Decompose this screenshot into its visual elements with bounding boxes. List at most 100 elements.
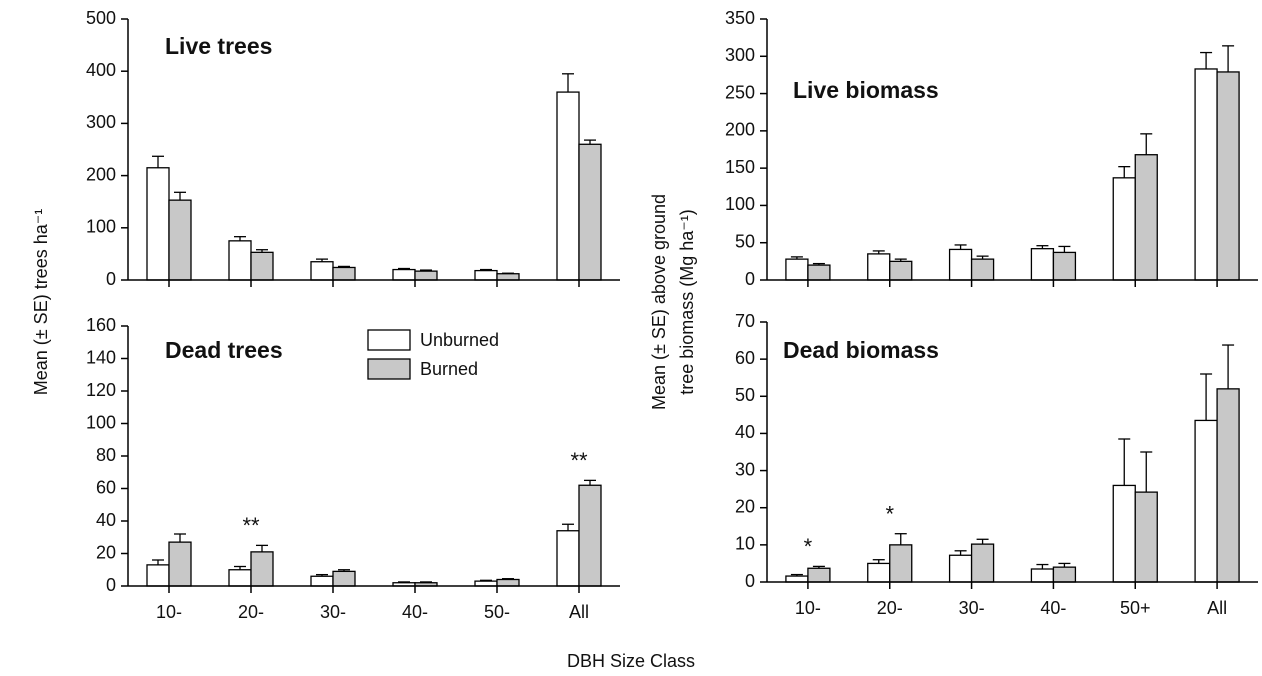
bar bbox=[948, 248, 973, 281]
bar bbox=[970, 258, 995, 281]
y-tick-label: 250 bbox=[725, 82, 755, 102]
bar bbox=[146, 167, 170, 281]
bar bbox=[889, 544, 913, 583]
y-tick-label: 150 bbox=[725, 157, 755, 177]
bar bbox=[496, 578, 520, 587]
y-tick-label: 100 bbox=[725, 194, 755, 214]
bar bbox=[1030, 248, 1055, 281]
panel-title: Live trees bbox=[165, 33, 272, 59]
x-tick-label: 30- bbox=[959, 598, 985, 618]
bar bbox=[556, 530, 580, 587]
bar bbox=[1112, 177, 1136, 281]
y-tick-label: 350 bbox=[725, 8, 755, 28]
bar bbox=[250, 551, 274, 587]
y-tick-label: 0 bbox=[106, 575, 116, 595]
y-tick-label: 40 bbox=[735, 422, 755, 442]
y-tick-label: 400 bbox=[86, 60, 116, 80]
bar bbox=[168, 541, 192, 587]
bar bbox=[168, 199, 192, 281]
bar bbox=[1216, 388, 1240, 583]
y-tick-label: 10 bbox=[735, 534, 755, 554]
bar bbox=[228, 240, 252, 281]
y-tick-label: 200 bbox=[725, 120, 755, 140]
bar bbox=[807, 567, 831, 583]
y-tick-label: 100 bbox=[86, 412, 116, 432]
bar bbox=[556, 91, 580, 281]
y-tick-label: 80 bbox=[96, 445, 116, 465]
x-tick-label: All bbox=[569, 602, 589, 622]
y-tick-label: 70 bbox=[735, 311, 755, 331]
x-tick-label: 30- bbox=[320, 602, 346, 622]
x-tick-label: All bbox=[1207, 598, 1227, 618]
y-tick-label: 300 bbox=[86, 112, 116, 132]
x-tick-label: 40- bbox=[402, 602, 428, 622]
bar bbox=[146, 564, 170, 587]
x-axis-label: DBH Size Class bbox=[567, 651, 695, 671]
x-tick-label: 10- bbox=[156, 602, 182, 622]
x-tick-label: 10- bbox=[795, 598, 821, 618]
bar bbox=[1134, 491, 1158, 583]
panel-title: Live biomass bbox=[793, 77, 939, 103]
bar bbox=[310, 261, 334, 281]
bar bbox=[785, 258, 809, 281]
bar bbox=[867, 253, 891, 281]
legend-label: Unburned bbox=[420, 330, 499, 350]
y-tick-label: 20 bbox=[735, 496, 755, 516]
y-axis-label: Mean (± SE) trees ha⁻¹ bbox=[31, 209, 51, 395]
y-tick-label: 500 bbox=[86, 8, 116, 28]
bar bbox=[889, 260, 913, 281]
annotation: ** bbox=[570, 448, 588, 473]
x-tick-label: 50- bbox=[484, 602, 510, 622]
y-tick-label: 0 bbox=[745, 571, 755, 591]
bar bbox=[1216, 71, 1240, 281]
legend-label: Burned bbox=[420, 359, 478, 379]
y-axis-label: Mean (± SE) above ground bbox=[649, 194, 669, 410]
bar bbox=[414, 270, 438, 281]
bar bbox=[1134, 154, 1158, 281]
legend-swatch bbox=[367, 329, 411, 351]
bar bbox=[1052, 566, 1077, 583]
y-tick-label: 50 bbox=[735, 385, 755, 405]
annotation: ** bbox=[242, 513, 260, 538]
bar bbox=[970, 543, 995, 583]
panel-title: Dead biomass bbox=[783, 337, 939, 363]
bar bbox=[474, 269, 498, 281]
y-tick-label: 0 bbox=[745, 269, 755, 289]
legend-swatch bbox=[367, 358, 411, 380]
y-tick-label: 100 bbox=[86, 217, 116, 237]
bar bbox=[867, 562, 891, 583]
y-tick-label: 60 bbox=[735, 348, 755, 368]
annotation: * bbox=[804, 534, 813, 559]
bar bbox=[332, 266, 356, 281]
y-tick-label: 30 bbox=[735, 459, 755, 479]
bar bbox=[1112, 484, 1136, 583]
bar bbox=[228, 569, 252, 587]
y-tick-label: 40 bbox=[96, 510, 116, 530]
bar bbox=[392, 268, 416, 281]
bar bbox=[1194, 68, 1218, 281]
bar bbox=[496, 273, 520, 281]
x-tick-label: 20- bbox=[877, 598, 903, 618]
y-tick-label: 160 bbox=[86, 315, 116, 335]
bar bbox=[1194, 419, 1218, 583]
y-tick-label: 140 bbox=[86, 347, 116, 367]
bar bbox=[1030, 568, 1055, 583]
bar bbox=[250, 251, 274, 281]
bar bbox=[785, 575, 809, 583]
y-tick-label: 120 bbox=[86, 380, 116, 400]
bar bbox=[332, 570, 356, 587]
bar bbox=[807, 264, 831, 281]
panel-title: Dead trees bbox=[165, 337, 283, 363]
bar bbox=[1052, 251, 1077, 281]
y-axis-label: tree biomass (Mg ha⁻¹) bbox=[677, 209, 697, 395]
x-tick-label: 20- bbox=[238, 602, 264, 622]
y-tick-label: 200 bbox=[86, 164, 116, 184]
x-tick-label: 50+ bbox=[1120, 598, 1151, 618]
y-tick-label: 300 bbox=[725, 45, 755, 65]
bar bbox=[578, 143, 602, 281]
y-tick-label: 50 bbox=[735, 231, 755, 251]
x-tick-label: 40- bbox=[1040, 598, 1066, 618]
bar bbox=[578, 484, 602, 587]
bar bbox=[948, 554, 973, 583]
